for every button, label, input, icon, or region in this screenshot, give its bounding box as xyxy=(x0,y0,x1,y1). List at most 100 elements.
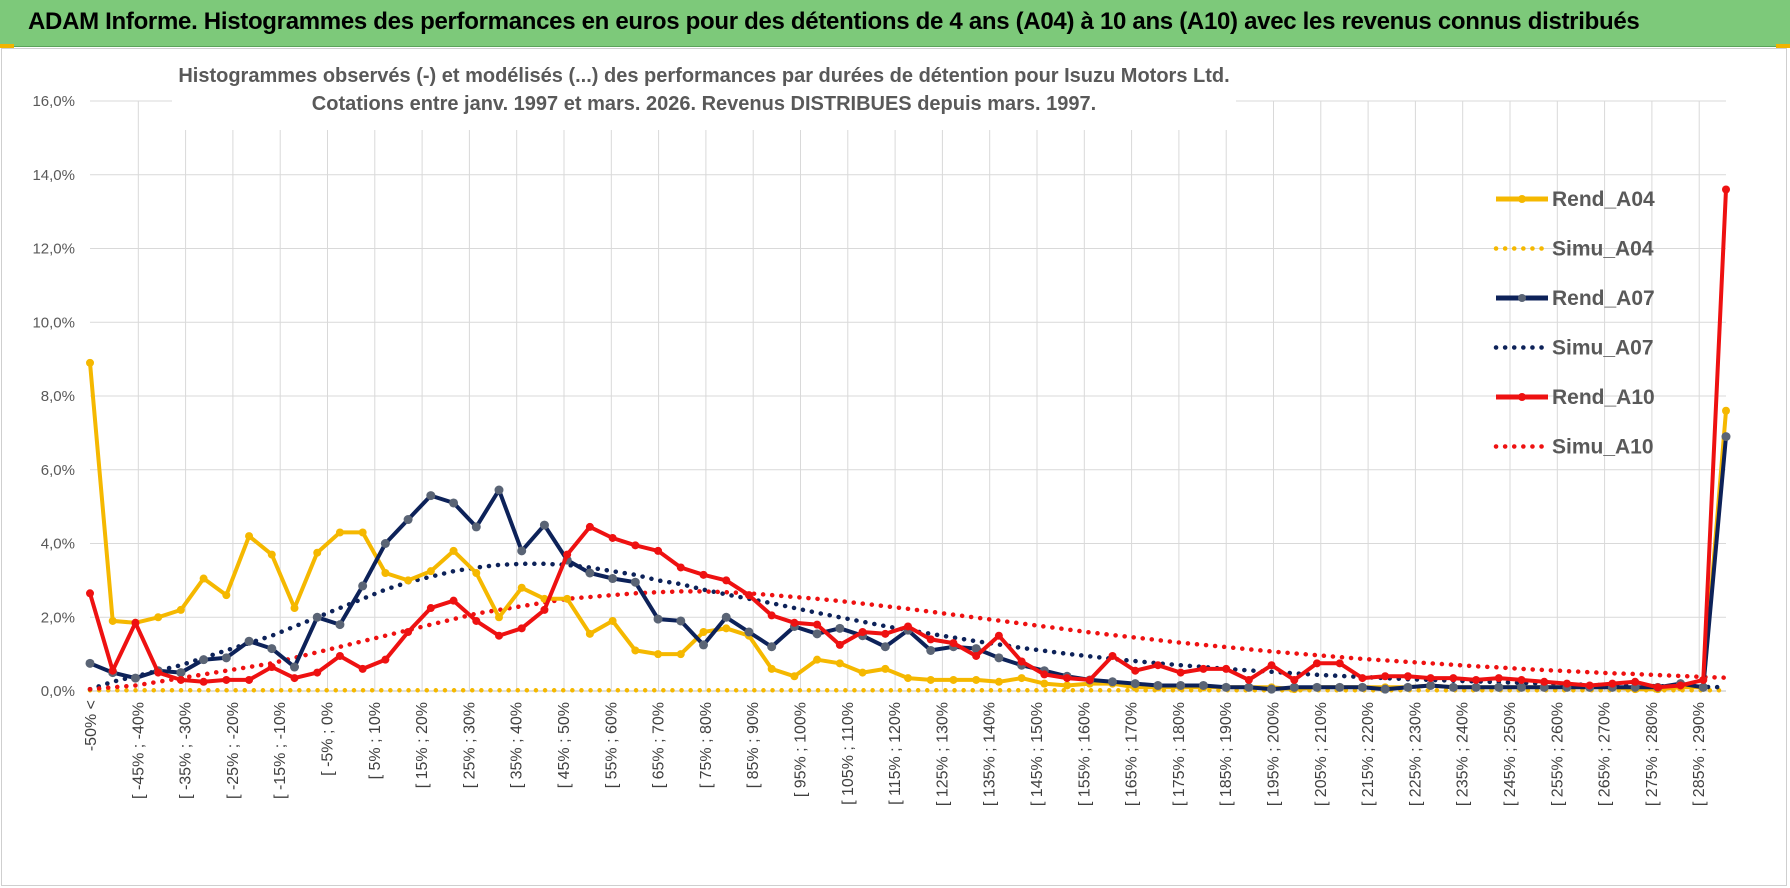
x-tick-label: [ 65% ; 70% xyxy=(651,702,668,788)
data-point-Rend_A04 xyxy=(404,576,413,585)
x-tick-label: [ 245% ; 250% xyxy=(1502,702,1519,806)
legend-label-Simu_A04: Simu_A04 xyxy=(1552,238,1654,261)
data-point-Rend_A10 xyxy=(495,631,503,640)
data-point-Rend_A04 xyxy=(881,664,890,673)
y-tick-label: 12,0% xyxy=(32,241,75,258)
data-point-Rend_A10 xyxy=(245,675,254,684)
data-point-Rend_A07 xyxy=(1198,680,1208,690)
data-point-Rend_A07 xyxy=(539,520,549,530)
y-tick-label: 2,0% xyxy=(41,609,75,626)
data-point-Rend_A10 xyxy=(1222,664,1231,673)
data-point-Rend_A10 xyxy=(426,604,435,613)
series-layer xyxy=(85,185,1731,694)
data-point-Rend_A10 xyxy=(1040,670,1049,679)
x-tick-label: [ 235% ; 240% xyxy=(1455,702,1472,806)
data-point-Rend_A07 xyxy=(290,662,299,672)
series-line-Simu_A10 xyxy=(87,589,1729,692)
data-point-Rend_A10 xyxy=(358,664,367,673)
x-tick-label: [ 105% ; 110% xyxy=(840,702,857,805)
data-point-Rend_A07 xyxy=(971,644,981,654)
x-tick-label: [ 55% ; 60% xyxy=(603,702,620,788)
data-point-Rend_A10 xyxy=(949,639,958,648)
data-point-Rend_A04 xyxy=(222,591,231,600)
data-point-Rend_A07 xyxy=(1448,682,1458,692)
data-point-Rend_A04 xyxy=(790,672,799,681)
data-point-Rend_A10 xyxy=(540,605,549,614)
data-point-Rend_A10 xyxy=(404,628,413,636)
data-point-Rend_A04 xyxy=(767,664,776,673)
x-tick-label: [ -5% ; 0% xyxy=(320,702,337,776)
x-tick-label: [ 15% ; 20% xyxy=(414,702,431,788)
data-point-Rend_A10 xyxy=(1085,675,1094,684)
x-tick-label: [ -45% ; -40% xyxy=(130,702,147,799)
data-point-Rend_A10 xyxy=(767,611,776,620)
data-point-Rend_A10 xyxy=(313,668,322,677)
data-point-Rend_A07 xyxy=(176,668,186,678)
x-tick-label: [ 275% ; 280% xyxy=(1644,702,1661,806)
data-point-Rend_A07 xyxy=(812,629,822,639)
data-point-Rend_A10 xyxy=(1017,657,1026,666)
data-point-Rend_A07 xyxy=(1471,682,1481,692)
data-point-Rend_A07 xyxy=(994,653,1004,663)
legend-label-Rend_A04: Rend_A04 xyxy=(1552,188,1655,211)
data-point-Rend_A10 xyxy=(1199,664,1208,673)
banner-corner-right xyxy=(1776,44,1790,48)
data-point-Rend_A07 xyxy=(1289,682,1299,692)
x-tick-label: [ 155% ; 160% xyxy=(1076,702,1093,806)
data-point-Rend_A10 xyxy=(1608,679,1617,688)
data-point-Rend_A10 xyxy=(108,666,117,675)
chart-title-line2: Cotations entre janv. 1997 et mars. 2026… xyxy=(312,93,1096,115)
data-point-Rend_A07 xyxy=(130,673,140,683)
data-point-Rend_A07 xyxy=(494,485,504,495)
x-tick-label: [ 225% ; 230% xyxy=(1407,702,1424,806)
data-point-Rend_A07 xyxy=(1403,682,1413,692)
data-point-Rend_A04 xyxy=(290,604,299,613)
x-tick-label: [ 85% ; 90% xyxy=(745,702,762,788)
data-point-Rend_A04 xyxy=(199,574,208,583)
x-tick-label: [ 145% ; 150% xyxy=(1029,702,1046,806)
data-point-Rend_A07 xyxy=(1130,679,1140,689)
data-point-Rend_A07 xyxy=(199,655,209,665)
data-point-Rend_A07 xyxy=(676,616,686,626)
x-tick-label: [ 285% ; 290% xyxy=(1691,702,1708,806)
x-tick-label: -50% < xyxy=(83,700,100,751)
y-axis: 0,0% 2,0% 4,0% 6,0% 8,0% 10,0% 12,0% 14,0% 16,0% xyxy=(32,93,75,700)
banner-corner-left xyxy=(0,44,14,48)
data-point-Rend_A10 xyxy=(699,570,708,579)
data-point-Rend_A07 xyxy=(1517,682,1526,692)
data-point-Rend_A04 xyxy=(699,628,708,636)
data-point-Rend_A10 xyxy=(1313,659,1321,668)
data-point-Rend_A04 xyxy=(631,646,640,655)
legend-marker-Rend_A04 xyxy=(1518,195,1526,203)
data-point-Rend_A10 xyxy=(449,596,458,605)
data-point-Rend_A10 xyxy=(1063,674,1072,683)
data-point-Rend_A10 xyxy=(1653,683,1662,692)
data-point-Rend_A10 xyxy=(722,576,731,585)
grid xyxy=(90,100,1726,692)
data-point-Rend_A07 xyxy=(653,614,663,624)
data-point-Rend_A07 xyxy=(1335,682,1345,692)
data-point-Rend_A04 xyxy=(335,528,344,537)
data-point-Rend_A10 xyxy=(1517,675,1526,684)
data-point-Rend_A07 xyxy=(608,574,618,584)
data-point-Rend_A10 xyxy=(267,663,276,672)
data-point-Rend_A07 xyxy=(221,653,231,663)
data-point-Rend_A10 xyxy=(1358,674,1367,683)
data-point-Rend_A10 xyxy=(813,620,822,629)
data-point-Rend_A07 xyxy=(1221,682,1231,692)
data-point-Rend_A04 xyxy=(449,546,458,555)
x-tick-label: [ 125% ; 130% xyxy=(934,702,951,806)
data-point-Rend_A10 xyxy=(1631,677,1640,686)
legend: Rend_A04 Simu_A04 Rend_A07 Simu_A07 Rend_A10… xyxy=(1493,188,1655,459)
data-point-Rend_A10 xyxy=(1290,675,1299,684)
data-point-Rend_A10 xyxy=(1108,651,1117,660)
data-point-Rend_A10 xyxy=(1699,675,1708,684)
data-point-Rend_A10 xyxy=(1403,672,1412,681)
data-point-Rend_A10 xyxy=(1426,674,1435,683)
data-point-Rend_A04 xyxy=(813,655,822,664)
x-tick-label: [ 165% ; 170% xyxy=(1124,702,1141,806)
series-line-Rend_A07 xyxy=(89,436,1728,692)
data-point-Rend_A10 xyxy=(1381,672,1390,681)
data-point-Rend_A04 xyxy=(154,613,163,622)
data-point-Rend_A10 xyxy=(1449,674,1458,683)
